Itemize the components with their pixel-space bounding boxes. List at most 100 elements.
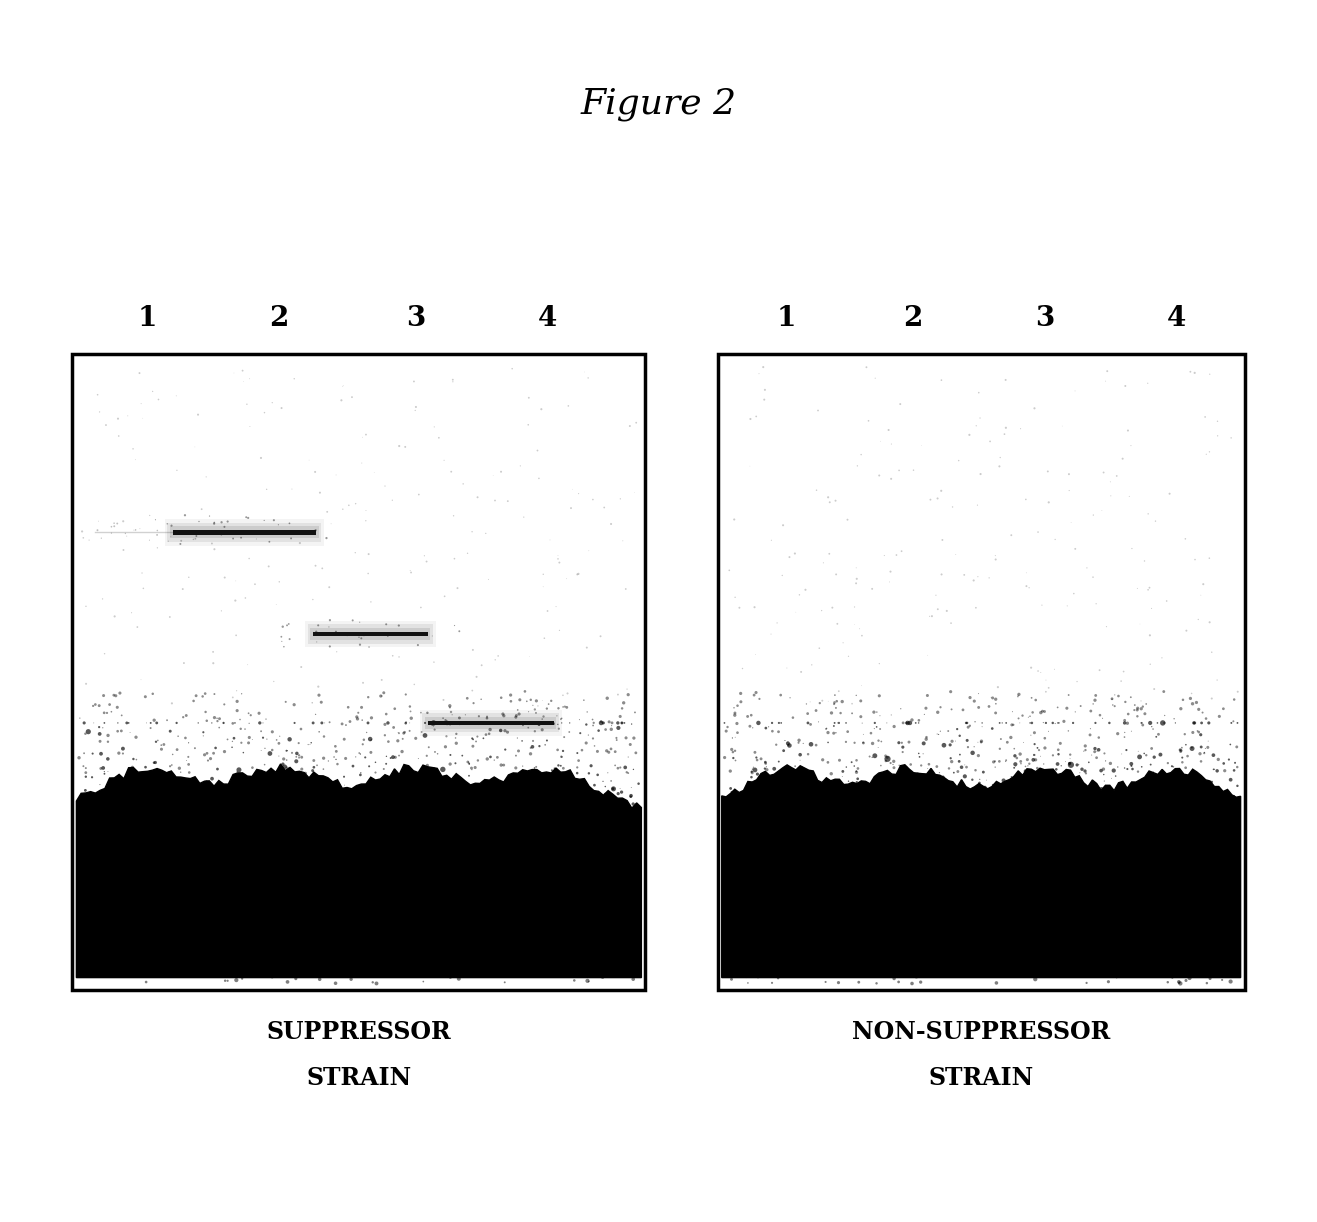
Point (375, 747, 396, 766)
Point (288, 745, 309, 765)
Point (302, 693, 323, 712)
Point (566, 764, 587, 783)
Point (885, 800, 906, 820)
Point (1121, 539, 1142, 558)
Point (815, 973, 836, 992)
Point (1029, 792, 1050, 811)
Point (971, 802, 992, 821)
Point (263, 672, 284, 692)
Point (125, 727, 146, 747)
Point (75, 781, 96, 800)
Point (1056, 699, 1077, 719)
Point (772, 761, 793, 781)
Point (851, 692, 872, 711)
Point (1112, 951, 1133, 970)
Point (333, 802, 354, 821)
Point (590, 799, 611, 819)
Point (915, 730, 936, 749)
Point (884, 799, 905, 819)
Point (1127, 742, 1148, 761)
Point (827, 613, 848, 633)
Point (896, 714, 917, 733)
Point (901, 710, 922, 730)
Point (267, 799, 288, 819)
Point (518, 800, 539, 820)
Point (1117, 420, 1138, 440)
Point (358, 563, 379, 583)
Point (910, 755, 931, 775)
Point (921, 781, 942, 800)
Point (169, 759, 190, 778)
Point (1025, 690, 1046, 710)
Point (1114, 376, 1135, 396)
Point (806, 803, 827, 822)
Point (574, 808, 595, 827)
Point (216, 934, 237, 953)
Point (475, 776, 497, 796)
Point (341, 969, 362, 989)
Point (1022, 772, 1043, 792)
Point (738, 789, 759, 809)
Point (1122, 782, 1143, 802)
Point (601, 797, 622, 816)
Point (965, 796, 986, 815)
Point (358, 688, 379, 708)
Point (1075, 741, 1096, 760)
Point (869, 686, 890, 705)
Point (300, 733, 321, 753)
Point (1109, 800, 1130, 820)
Point (136, 781, 157, 800)
Point (274, 792, 295, 811)
Point (1143, 679, 1164, 699)
Point (527, 697, 548, 716)
Point (789, 804, 810, 824)
Point (876, 946, 897, 965)
Point (896, 938, 917, 958)
Point (225, 789, 246, 809)
Point (1100, 486, 1121, 506)
Point (602, 714, 623, 733)
Point (416, 755, 437, 775)
Point (487, 803, 508, 822)
Point (1152, 714, 1173, 733)
Point (822, 807, 843, 826)
Point (92, 758, 113, 777)
Point (1083, 809, 1104, 829)
Point (497, 722, 518, 742)
Point (577, 958, 598, 978)
Point (724, 750, 745, 770)
Point (99, 695, 120, 715)
Point (159, 756, 180, 776)
Point (892, 733, 913, 753)
Point (723, 748, 744, 767)
Point (1158, 953, 1179, 973)
Point (815, 720, 836, 739)
Point (192, 935, 213, 954)
Point (753, 390, 774, 409)
Point (1181, 683, 1202, 703)
Point (727, 789, 748, 809)
Point (823, 716, 844, 736)
Point (770, 686, 792, 705)
Point (1227, 714, 1249, 733)
Point (607, 684, 628, 704)
Point (79, 797, 100, 816)
Point (108, 426, 129, 446)
Point (886, 545, 907, 565)
Point (599, 946, 620, 965)
Point (103, 686, 124, 705)
Point (939, 759, 960, 778)
Point (536, 731, 557, 750)
Point (158, 532, 179, 551)
Point (753, 807, 774, 826)
Point (778, 736, 799, 755)
Point (1184, 550, 1205, 569)
Point (269, 733, 290, 753)
Point (298, 775, 319, 794)
Point (140, 808, 161, 827)
Point (491, 688, 512, 708)
Point (1064, 936, 1085, 956)
Point (1175, 758, 1196, 777)
Point (996, 370, 1017, 390)
Point (626, 413, 647, 433)
